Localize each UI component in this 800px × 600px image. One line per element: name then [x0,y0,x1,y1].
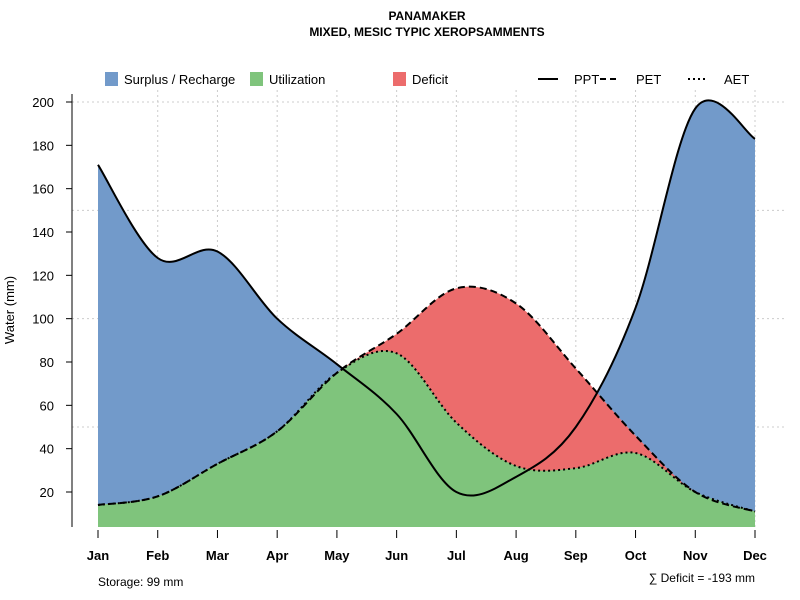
deficit-annotation: ∑ Deficit = -193 mm [649,571,755,585]
legend-label: Surplus / Recharge [124,72,235,87]
y-tick-label: 120 [32,268,54,283]
chart-title: PANAMAKER [388,9,465,23]
legend-label: Utilization [269,72,325,87]
x-tick-label: May [324,548,350,563]
legend-swatch-2 [393,72,406,86]
chart-subtitle: MIXED, MESIC TYPIC XEROPSAMMENTS [309,25,544,39]
x-tick-label: Feb [146,548,169,563]
y-tick-label: 60 [40,398,54,413]
storage-annotation: Storage: 99 mm [98,575,183,589]
legend-label: AET [724,72,749,87]
x-tick-label: Jan [87,548,109,563]
y-axis-label: Water (mm) [2,276,17,344]
y-tick-label: 100 [32,312,54,327]
axes: 20 40 60 80 100 120 140 160 180 200 Jan Feb Mar Apr Ma… [32,94,767,563]
x-tick-label: Sep [564,548,588,563]
x-tick-label: Nov [683,548,708,563]
y-tick-label: 20 [40,485,54,500]
y-tick-label: 40 [40,442,54,457]
legend: Surplus / Recharge Utilization Deficit PPT P… [105,72,749,87]
y-tick-label: 140 [32,225,54,240]
legend-label: PET [636,72,661,87]
x-tick-label: Apr [266,548,288,563]
y-tick-label: 80 [40,355,54,370]
aet-line [97,349,756,513]
y-tick-label: 200 [32,95,54,110]
legend-swatch-0 [105,72,118,86]
x-tick-label: Jun [385,548,408,563]
legend-label: PPT [574,72,599,87]
x-tick-label: Jul [447,548,466,563]
areas [98,100,755,528]
legend-swatch-1 [250,72,263,86]
legend-label: Deficit [412,72,449,87]
x-tick-label: Aug [503,548,528,563]
series-lines [97,99,756,513]
ppt-line [97,99,756,497]
utilization-area [98,350,755,527]
x-tick-label: Mar [206,548,229,563]
x-tick-label: Oct [625,548,647,563]
y-tick-label: 160 [32,182,54,197]
x-tick-label: Dec [743,548,767,563]
y-tick-label: 180 [32,138,54,153]
